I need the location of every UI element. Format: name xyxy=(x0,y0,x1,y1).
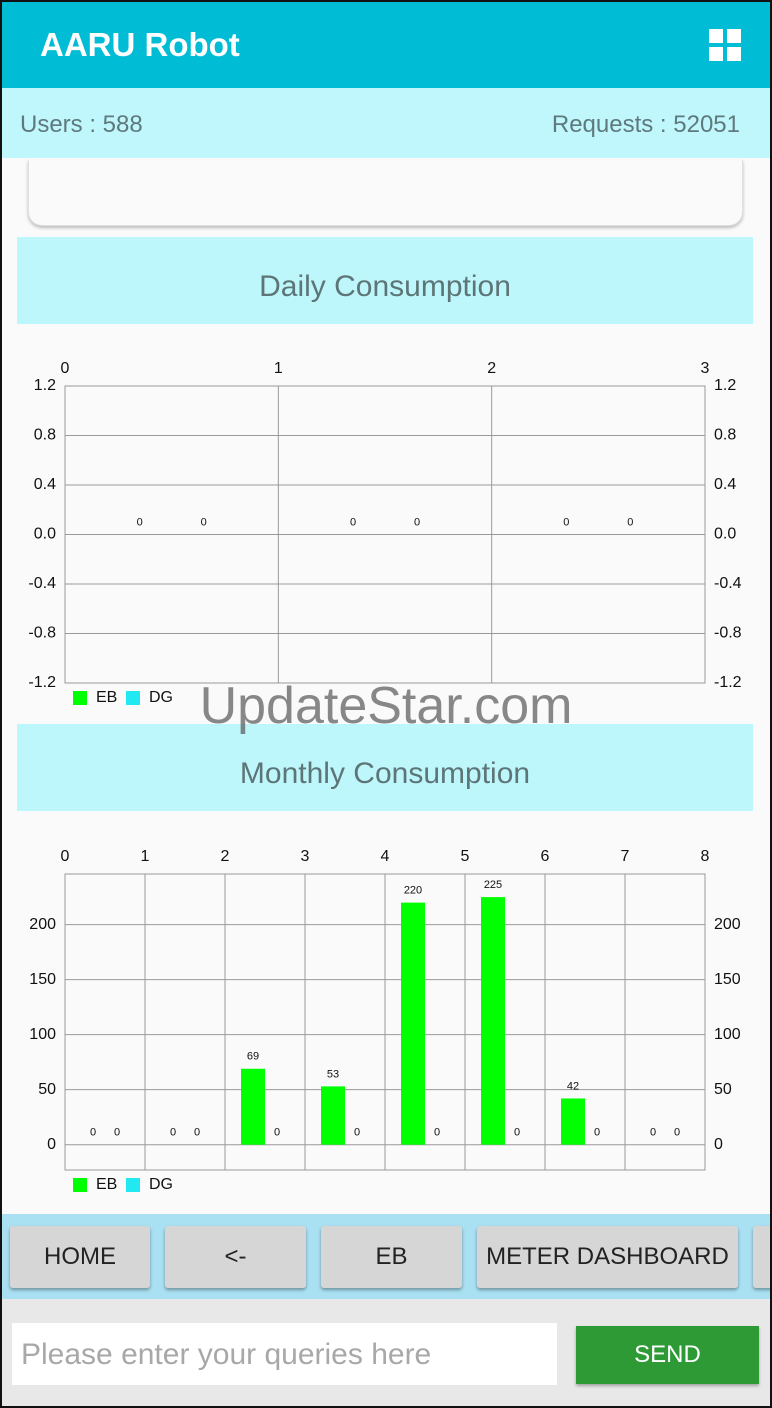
x-tick-label: 5 xyxy=(461,848,470,865)
x-tick-label: 2 xyxy=(221,848,230,865)
bar xyxy=(481,897,505,1145)
y2-tick-label: 200 xyxy=(714,916,741,933)
bar xyxy=(321,1086,345,1145)
app-title: AARU Robot xyxy=(40,26,240,63)
y2-tick-label: 0 xyxy=(714,1136,723,1153)
value-label: 0 xyxy=(274,1127,280,1139)
legend-label: DG xyxy=(149,689,173,706)
y-tick-label: 150 xyxy=(29,971,56,988)
y-tick-label: -1.2 xyxy=(28,674,56,691)
chart-title: Monthly Consumption xyxy=(17,724,753,811)
value-label: 69 xyxy=(247,1051,259,1063)
y-tick-label: 200 xyxy=(29,916,56,933)
legend-label: EB xyxy=(96,1176,117,1193)
app-bar xyxy=(0,0,772,88)
y2-tick-label: -0.4 xyxy=(714,575,742,592)
value-label: 0 xyxy=(650,1127,656,1139)
value-label: 42 xyxy=(567,1080,579,1092)
meter-dashboard-button[interactable]: METER DASHBOARD xyxy=(477,1226,738,1288)
bar xyxy=(241,1068,265,1145)
y-tick-label: 0 xyxy=(47,1136,56,1153)
value-label: 0 xyxy=(354,1127,360,1139)
value-label: 0 xyxy=(137,516,143,528)
legend-label: EB xyxy=(96,689,117,706)
value-label: 220 xyxy=(404,885,422,897)
x-tick-label: 3 xyxy=(301,848,310,865)
y-tick-label: -0.8 xyxy=(28,625,56,642)
y2-tick-label: -1.2 xyxy=(714,674,742,691)
y-tick-label: 0.8 xyxy=(34,427,56,444)
stats-bar: Users : 588 Requests : 52051 xyxy=(0,88,772,158)
query-input[interactable]: Please enter your queries here xyxy=(12,1323,557,1385)
value-label: 0 xyxy=(201,516,207,528)
watermark: UpdateStar.com xyxy=(199,677,573,735)
legend-swatch xyxy=(126,1178,140,1192)
card xyxy=(28,160,743,226)
bar xyxy=(561,1098,585,1145)
charts: 0 1 2 3 -1.2 -1.2 -0.8 -0.8 -0.4 -0.4 0.0 0.0 0.4 0.4… xyxy=(28,360,742,1193)
y2-tick-label: 0.0 xyxy=(714,526,736,543)
y-tick-label: -0.4 xyxy=(28,575,56,592)
value-label: 0 xyxy=(194,1127,200,1139)
value-label: 0 xyxy=(90,1127,96,1139)
users-count: Users : 588 xyxy=(20,111,143,138)
y2-tick-label: -0.8 xyxy=(714,625,742,642)
back-button[interactable]: <- xyxy=(165,1226,306,1288)
y-tick-label: 0.0 xyxy=(34,526,56,543)
x-tick-label: 4 xyxy=(381,848,390,865)
x-tick-label: 7 xyxy=(621,848,630,865)
chart-title: Daily Consumption xyxy=(17,237,753,324)
value-label: 0 xyxy=(594,1127,600,1139)
value-label: 0 xyxy=(350,516,356,528)
value-label: 53 xyxy=(327,1068,339,1080)
x-tick-label: 0 xyxy=(61,848,70,865)
value-label: 225 xyxy=(484,879,502,891)
y-tick-label: 100 xyxy=(29,1026,56,1043)
value-label: 0 xyxy=(114,1127,120,1139)
value-label: 0 xyxy=(414,516,420,528)
x-tick-label: 1 xyxy=(141,848,150,865)
y-tick-label: 1.2 xyxy=(34,377,56,394)
value-label: 0 xyxy=(627,516,633,528)
y2-tick-label: 150 xyxy=(714,971,741,988)
y2-tick-label: 0.4 xyxy=(714,476,736,493)
x-tick-label: 3 xyxy=(701,360,710,377)
y2-tick-label: 50 xyxy=(714,1081,732,1098)
value-label: 0 xyxy=(674,1127,680,1139)
value-label: 0 xyxy=(170,1127,176,1139)
x-tick-label: 6 xyxy=(541,848,550,865)
x-tick-label: 2 xyxy=(487,360,496,377)
send-button[interactable]: SEND xyxy=(576,1326,759,1384)
y2-tick-label: 100 xyxy=(714,1026,741,1043)
bar xyxy=(401,902,425,1145)
value-label: 0 xyxy=(514,1127,520,1139)
value-label: 0 xyxy=(563,516,569,528)
x-tick-label: 0 xyxy=(61,360,70,377)
y2-tick-label: 1.2 xyxy=(714,377,736,394)
y-tick-label: 0.4 xyxy=(34,476,56,493)
eb-button[interactable]: EB xyxy=(321,1226,462,1288)
y-tick-label: 50 xyxy=(38,1081,56,1098)
y2-tick-label: 0.8 xyxy=(714,427,736,444)
legend-label: DG xyxy=(149,1176,173,1193)
value-label: 0 xyxy=(434,1127,440,1139)
legend-swatch xyxy=(73,691,87,705)
menu-icon[interactable] xyxy=(709,29,741,61)
x-tick-label: 8 xyxy=(701,848,710,865)
requests-count: Requests : 52051 xyxy=(551,111,740,138)
home-button[interactable]: HOME xyxy=(10,1226,150,1288)
more-button[interactable] xyxy=(753,1226,772,1288)
legend-swatch xyxy=(73,1178,87,1192)
legend-swatch xyxy=(126,691,140,705)
x-tick-label: 1 xyxy=(274,360,283,377)
